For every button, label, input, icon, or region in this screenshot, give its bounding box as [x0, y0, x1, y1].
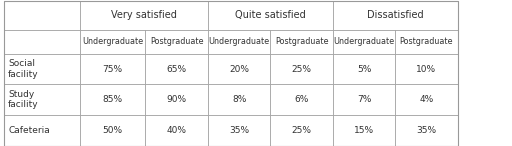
Bar	[4, 84, 80, 115]
Text: 6%: 6%	[294, 95, 309, 104]
Bar	[333, 115, 395, 146]
Bar	[4, 1, 80, 30]
Text: Undergraduate: Undergraduate	[208, 37, 270, 46]
Text: Postgraduate: Postgraduate	[150, 37, 203, 46]
Bar	[395, 115, 458, 146]
Bar	[4, 1, 458, 146]
Bar	[333, 1, 458, 30]
Text: 8%: 8%	[232, 95, 246, 104]
Bar	[208, 30, 270, 54]
Bar	[4, 115, 80, 146]
Text: Undergraduate: Undergraduate	[82, 37, 143, 46]
Bar	[80, 115, 145, 146]
Bar	[80, 1, 208, 30]
Bar	[145, 84, 208, 115]
Bar	[333, 84, 395, 115]
Text: 10%: 10%	[416, 65, 437, 74]
Text: Dissatisfied: Dissatisfied	[367, 10, 423, 20]
Bar	[395, 54, 458, 84]
Text: 75%: 75%	[102, 65, 123, 74]
Bar	[80, 54, 145, 84]
Bar	[270, 84, 333, 115]
Text: Postgraduate: Postgraduate	[400, 37, 453, 46]
Bar	[80, 84, 145, 115]
Bar	[270, 54, 333, 84]
Bar	[395, 84, 458, 115]
Text: 35%: 35%	[416, 126, 437, 135]
Text: 5%: 5%	[357, 65, 371, 74]
Bar	[208, 1, 333, 30]
Text: Social
facility: Social facility	[8, 59, 39, 79]
Bar	[270, 115, 333, 146]
Bar	[4, 54, 80, 84]
Bar	[333, 30, 395, 54]
Bar	[145, 54, 208, 84]
Text: 65%: 65%	[166, 65, 187, 74]
Text: 25%: 25%	[291, 65, 312, 74]
Bar	[145, 30, 208, 54]
Bar	[145, 115, 208, 146]
Bar	[208, 54, 270, 84]
Text: 85%: 85%	[102, 95, 123, 104]
Bar	[333, 54, 395, 84]
Text: 35%: 35%	[229, 126, 249, 135]
Bar	[208, 84, 270, 115]
Text: Very satisfied: Very satisfied	[111, 10, 177, 20]
Bar	[270, 30, 333, 54]
Text: Cafeteria: Cafeteria	[8, 126, 50, 135]
Text: 20%: 20%	[229, 65, 249, 74]
Bar	[208, 115, 270, 146]
Bar	[395, 30, 458, 54]
Text: 40%: 40%	[166, 126, 187, 135]
Text: Study
facility: Study facility	[8, 90, 39, 109]
Text: 50%: 50%	[102, 126, 123, 135]
Text: Quite satisfied: Quite satisfied	[235, 10, 306, 20]
Text: Undergraduate: Undergraduate	[333, 37, 395, 46]
Text: 4%: 4%	[419, 95, 434, 104]
Text: 90%: 90%	[166, 95, 187, 104]
Text: 25%: 25%	[291, 126, 312, 135]
Text: 7%: 7%	[357, 95, 371, 104]
Bar	[4, 30, 80, 54]
Text: 15%: 15%	[354, 126, 374, 135]
Bar	[80, 30, 145, 54]
Text: Postgraduate: Postgraduate	[275, 37, 328, 46]
